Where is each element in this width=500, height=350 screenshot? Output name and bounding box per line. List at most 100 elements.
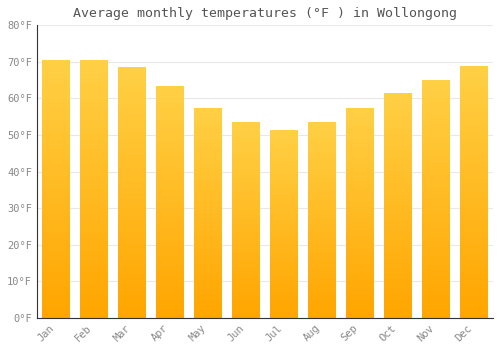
Bar [384,231,411,233]
Bar [42,270,70,273]
Bar [308,237,336,240]
Bar [194,197,222,199]
Bar [232,144,260,147]
Bar [232,276,260,279]
Bar [80,215,108,218]
Bar [346,147,374,150]
Bar [422,214,450,217]
Bar [80,89,108,92]
Bar [346,123,374,126]
Bar [118,290,146,293]
Bar [80,138,108,141]
Bar [194,273,222,276]
Bar [232,134,260,137]
Bar [270,136,297,139]
Bar [118,70,146,74]
Bar [42,121,70,125]
Bar [156,216,184,219]
Bar [118,180,146,183]
Bar [80,76,108,79]
Bar [232,122,260,125]
Bar [422,220,450,223]
Bar [232,178,260,181]
Bar [460,116,487,119]
Bar [422,306,450,309]
Bar [118,208,146,211]
Bar [422,312,450,315]
Bar [80,131,108,134]
Bar [42,170,70,173]
Bar [42,231,70,234]
Bar [270,306,297,308]
Bar [232,188,260,191]
Bar [194,121,222,123]
Bar [80,221,108,224]
Bar [42,224,70,228]
Bar [42,302,70,305]
Bar [308,208,336,210]
Bar [194,205,222,208]
Bar [156,147,184,149]
Bar [42,244,70,247]
Bar [118,215,146,218]
Bar [118,142,146,146]
Bar [422,107,450,110]
Bar [156,306,184,309]
Bar [384,93,411,96]
Bar [384,242,411,245]
Bar [42,260,70,263]
Bar [460,214,487,217]
Bar [232,257,260,259]
Bar [232,315,260,318]
Bar [384,160,411,163]
Bar [384,315,411,318]
Bar [460,271,487,274]
Bar [384,211,411,214]
Bar [194,220,222,223]
Bar [194,194,222,197]
Bar [270,268,297,271]
Bar [384,186,411,189]
Bar [346,292,374,294]
Bar [460,103,487,106]
Bar [156,303,184,306]
Bar [422,160,450,163]
Bar [460,308,487,312]
Bar [384,144,411,146]
Bar [232,125,260,127]
Bar [156,312,184,315]
Bar [270,229,297,231]
Bar [232,174,260,176]
Bar [384,228,411,231]
Bar [346,178,374,181]
Bar [80,244,108,247]
Bar [308,242,336,245]
Bar [194,262,222,265]
Bar [232,259,260,261]
Bar [384,158,411,160]
Bar [118,102,146,105]
Bar [118,205,146,208]
Bar [232,303,260,306]
Bar [422,92,450,95]
Bar [80,189,108,192]
Bar [422,196,450,199]
Bar [270,132,297,134]
Bar [346,286,374,289]
Bar [42,276,70,279]
Bar [118,302,146,305]
Bar [194,202,222,205]
Bar [308,269,336,271]
Bar [346,262,374,265]
Bar [270,247,297,250]
Bar [232,132,260,134]
Bar [308,218,336,220]
Bar [156,178,184,181]
Bar [270,275,297,278]
Bar [384,203,411,205]
Bar [118,258,146,261]
Bar [232,149,260,152]
Bar [80,270,108,273]
Bar [384,265,411,267]
Bar [118,299,146,302]
